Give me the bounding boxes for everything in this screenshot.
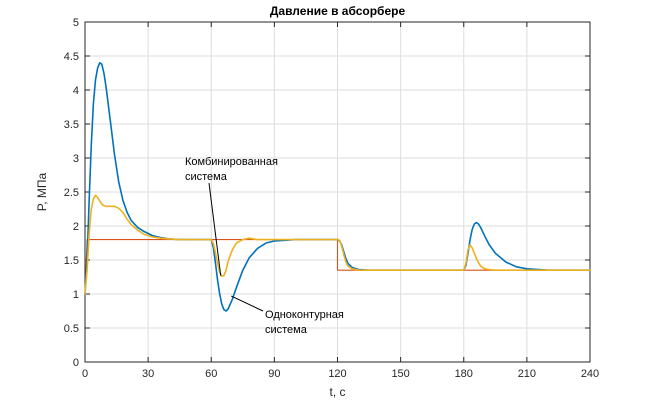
x-tick-label: 150 xyxy=(391,368,409,380)
x-tick-label: 240 xyxy=(581,368,599,380)
chart-title: Давление в абсорбере xyxy=(270,4,406,18)
y-tick-label: 0.5 xyxy=(64,323,79,335)
y-tick-label: 1 xyxy=(73,289,79,301)
x-tick-label: 30 xyxy=(142,368,154,380)
y-tick-label: 1.5 xyxy=(64,255,79,267)
annotation-pointer xyxy=(231,295,264,312)
y-tick-label: 4.5 xyxy=(64,51,79,63)
y-tick-label: 3 xyxy=(73,153,79,165)
series-line-1 xyxy=(84,61,591,312)
annotation-text-line: Одноконтурная xyxy=(265,309,344,321)
x-tick-label: 60 xyxy=(205,368,217,380)
annotation-pointer xyxy=(208,182,222,276)
x-tick-label: 90 xyxy=(268,368,280,380)
series-layer xyxy=(84,61,591,312)
x-tick-label: 180 xyxy=(455,368,473,380)
x-tick-label: 120 xyxy=(328,368,346,380)
y-tick-label: 4 xyxy=(73,85,79,97)
x-tick-label: 210 xyxy=(518,368,536,380)
y-tick-label: 3.5 xyxy=(64,119,79,131)
y-tick-label: 2.5 xyxy=(64,187,79,199)
y-tick-label: 0 xyxy=(73,357,79,369)
annotation-text-line: система xyxy=(185,171,228,183)
annotation-text-line: Комбинированная xyxy=(185,156,278,168)
y-tick-label: 5 xyxy=(73,17,79,29)
annotation-layer: Комбинированная система Одноконтурная систе… xyxy=(185,156,344,336)
x-axis-label: t, с xyxy=(329,385,345,399)
x-tick-label: 0 xyxy=(82,368,88,380)
tick-layer: 0 30 60 90 120 150 180 210 240 0 0.5 1 1.5 2 2.5 3 3.5 4 4… xyxy=(64,17,599,380)
y-tick-label: 2 xyxy=(73,221,79,233)
annotation-text-line: система xyxy=(265,324,308,336)
y-axis-label: P, МПа xyxy=(35,172,49,211)
series-line-2 xyxy=(84,194,591,295)
